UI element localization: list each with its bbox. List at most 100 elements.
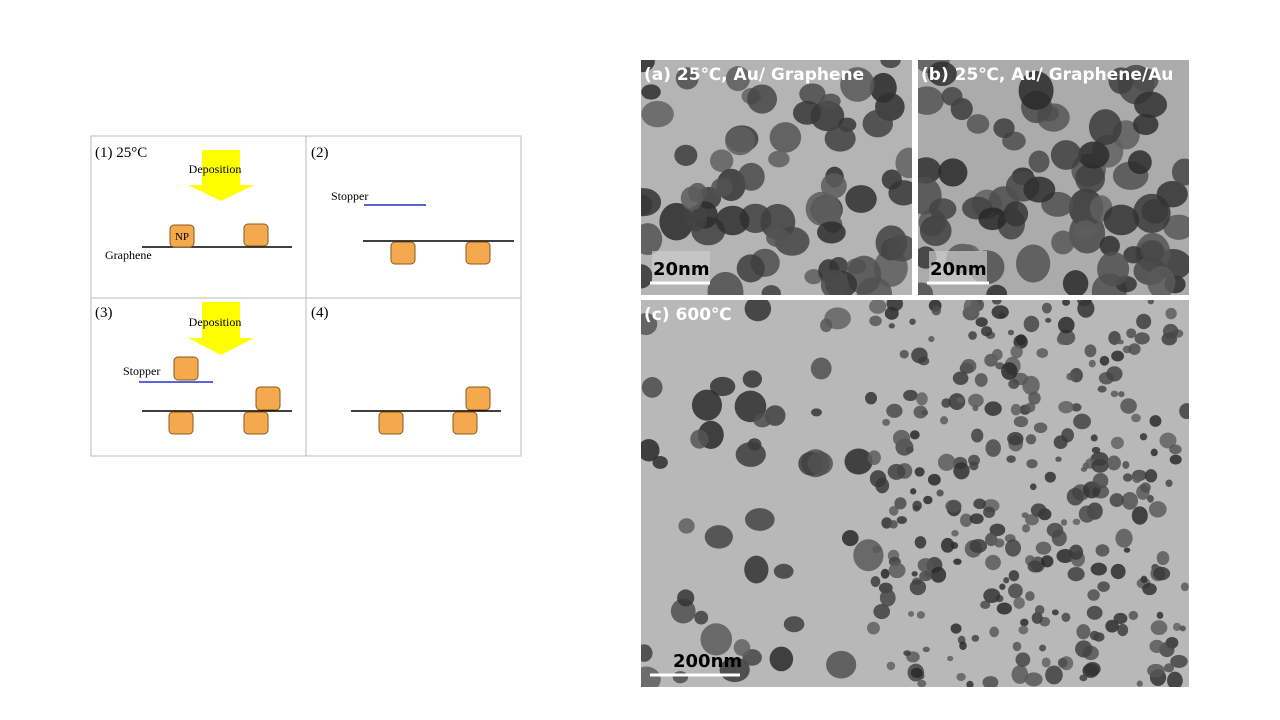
particle	[1156, 611, 1164, 619]
particle	[680, 186, 703, 211]
particle	[1156, 551, 1170, 566]
particle	[769, 122, 802, 153]
particle	[1008, 570, 1020, 582]
particle	[1061, 612, 1071, 622]
particle	[1036, 348, 1049, 358]
particle	[941, 86, 963, 106]
particle	[1033, 422, 1048, 433]
particle	[991, 349, 1003, 361]
particle	[867, 621, 880, 635]
particle	[1097, 385, 1107, 393]
particle	[1091, 446, 1101, 454]
particle	[1117, 623, 1129, 637]
particle	[908, 611, 915, 617]
particle	[1092, 473, 1109, 489]
particle	[1007, 432, 1024, 446]
particle	[914, 536, 927, 549]
scale-label: 20nm	[930, 259, 987, 280]
particle	[1090, 562, 1107, 576]
particle	[773, 563, 794, 579]
particle	[684, 205, 707, 232]
particle	[641, 439, 660, 462]
particle	[677, 589, 695, 607]
particle	[675, 67, 699, 90]
particle	[975, 317, 988, 327]
nanoparticle	[168, 411, 194, 435]
particle	[899, 349, 909, 359]
image-caption: (b) 25℃, Au/ Graphene/Au	[921, 65, 1173, 85]
particle	[1016, 244, 1051, 283]
particle	[709, 376, 736, 397]
particle	[1167, 671, 1183, 687]
nanoparticle	[452, 411, 478, 435]
particle	[1156, 180, 1188, 208]
particle	[1128, 343, 1141, 356]
particle	[1053, 435, 1068, 450]
particle	[1099, 355, 1110, 366]
particle	[959, 641, 967, 650]
particle	[971, 634, 980, 642]
particle	[807, 451, 833, 476]
image-caption: (c) 600℃	[644, 305, 732, 325]
particle	[1097, 581, 1110, 592]
scale-label: 20nm	[653, 259, 710, 280]
particle	[1123, 246, 1145, 264]
particle	[1105, 619, 1119, 633]
particle	[927, 61, 957, 87]
particle	[1008, 379, 1020, 390]
particle	[889, 505, 899, 516]
particle	[1121, 491, 1139, 510]
particle	[710, 149, 734, 173]
particles	[641, 300, 1189, 687]
particle	[873, 604, 891, 620]
particle	[1117, 339, 1124, 345]
particle	[952, 371, 969, 386]
nanoparticle	[173, 356, 199, 381]
nanoparticle	[169, 224, 195, 248]
panel-label: (4)	[311, 305, 329, 321]
particle	[1056, 333, 1069, 345]
particle	[869, 470, 887, 488]
particle	[1139, 433, 1148, 441]
tem-image: (a) 25℃, Au/ Graphene 20nm	[641, 60, 912, 295]
particle	[1132, 113, 1159, 136]
particle	[1089, 630, 1100, 641]
particle	[1179, 403, 1189, 420]
particle	[1024, 672, 1043, 687]
particle	[707, 271, 744, 295]
particle	[1110, 563, 1126, 580]
particle	[888, 562, 906, 579]
particle	[889, 520, 898, 529]
nanoparticle	[378, 411, 404, 435]
particle	[910, 667, 923, 678]
particle	[1095, 544, 1110, 557]
particle	[945, 499, 962, 513]
particle	[1023, 176, 1056, 203]
particle	[1072, 518, 1081, 526]
particle	[1172, 622, 1182, 632]
particle	[736, 254, 765, 283]
particle	[1111, 350, 1125, 362]
particle	[870, 576, 881, 588]
particle	[951, 530, 959, 537]
stopper-label: Stopper	[123, 364, 160, 378]
particle	[1058, 400, 1074, 414]
particle	[1169, 444, 1182, 455]
particle	[1020, 618, 1029, 627]
particle	[1147, 494, 1154, 503]
particle	[1142, 582, 1157, 596]
particle	[862, 109, 893, 138]
particle	[840, 67, 875, 102]
particle	[1074, 220, 1098, 239]
particle	[1005, 539, 1022, 557]
graphene-label: Graphene	[105, 248, 152, 262]
particle	[1013, 597, 1025, 609]
particle	[1029, 483, 1037, 491]
particle	[1084, 344, 1097, 358]
particle	[1025, 591, 1035, 602]
particle	[1163, 663, 1175, 673]
particle	[1039, 644, 1047, 652]
particle	[1073, 413, 1092, 430]
particle	[986, 284, 1008, 295]
